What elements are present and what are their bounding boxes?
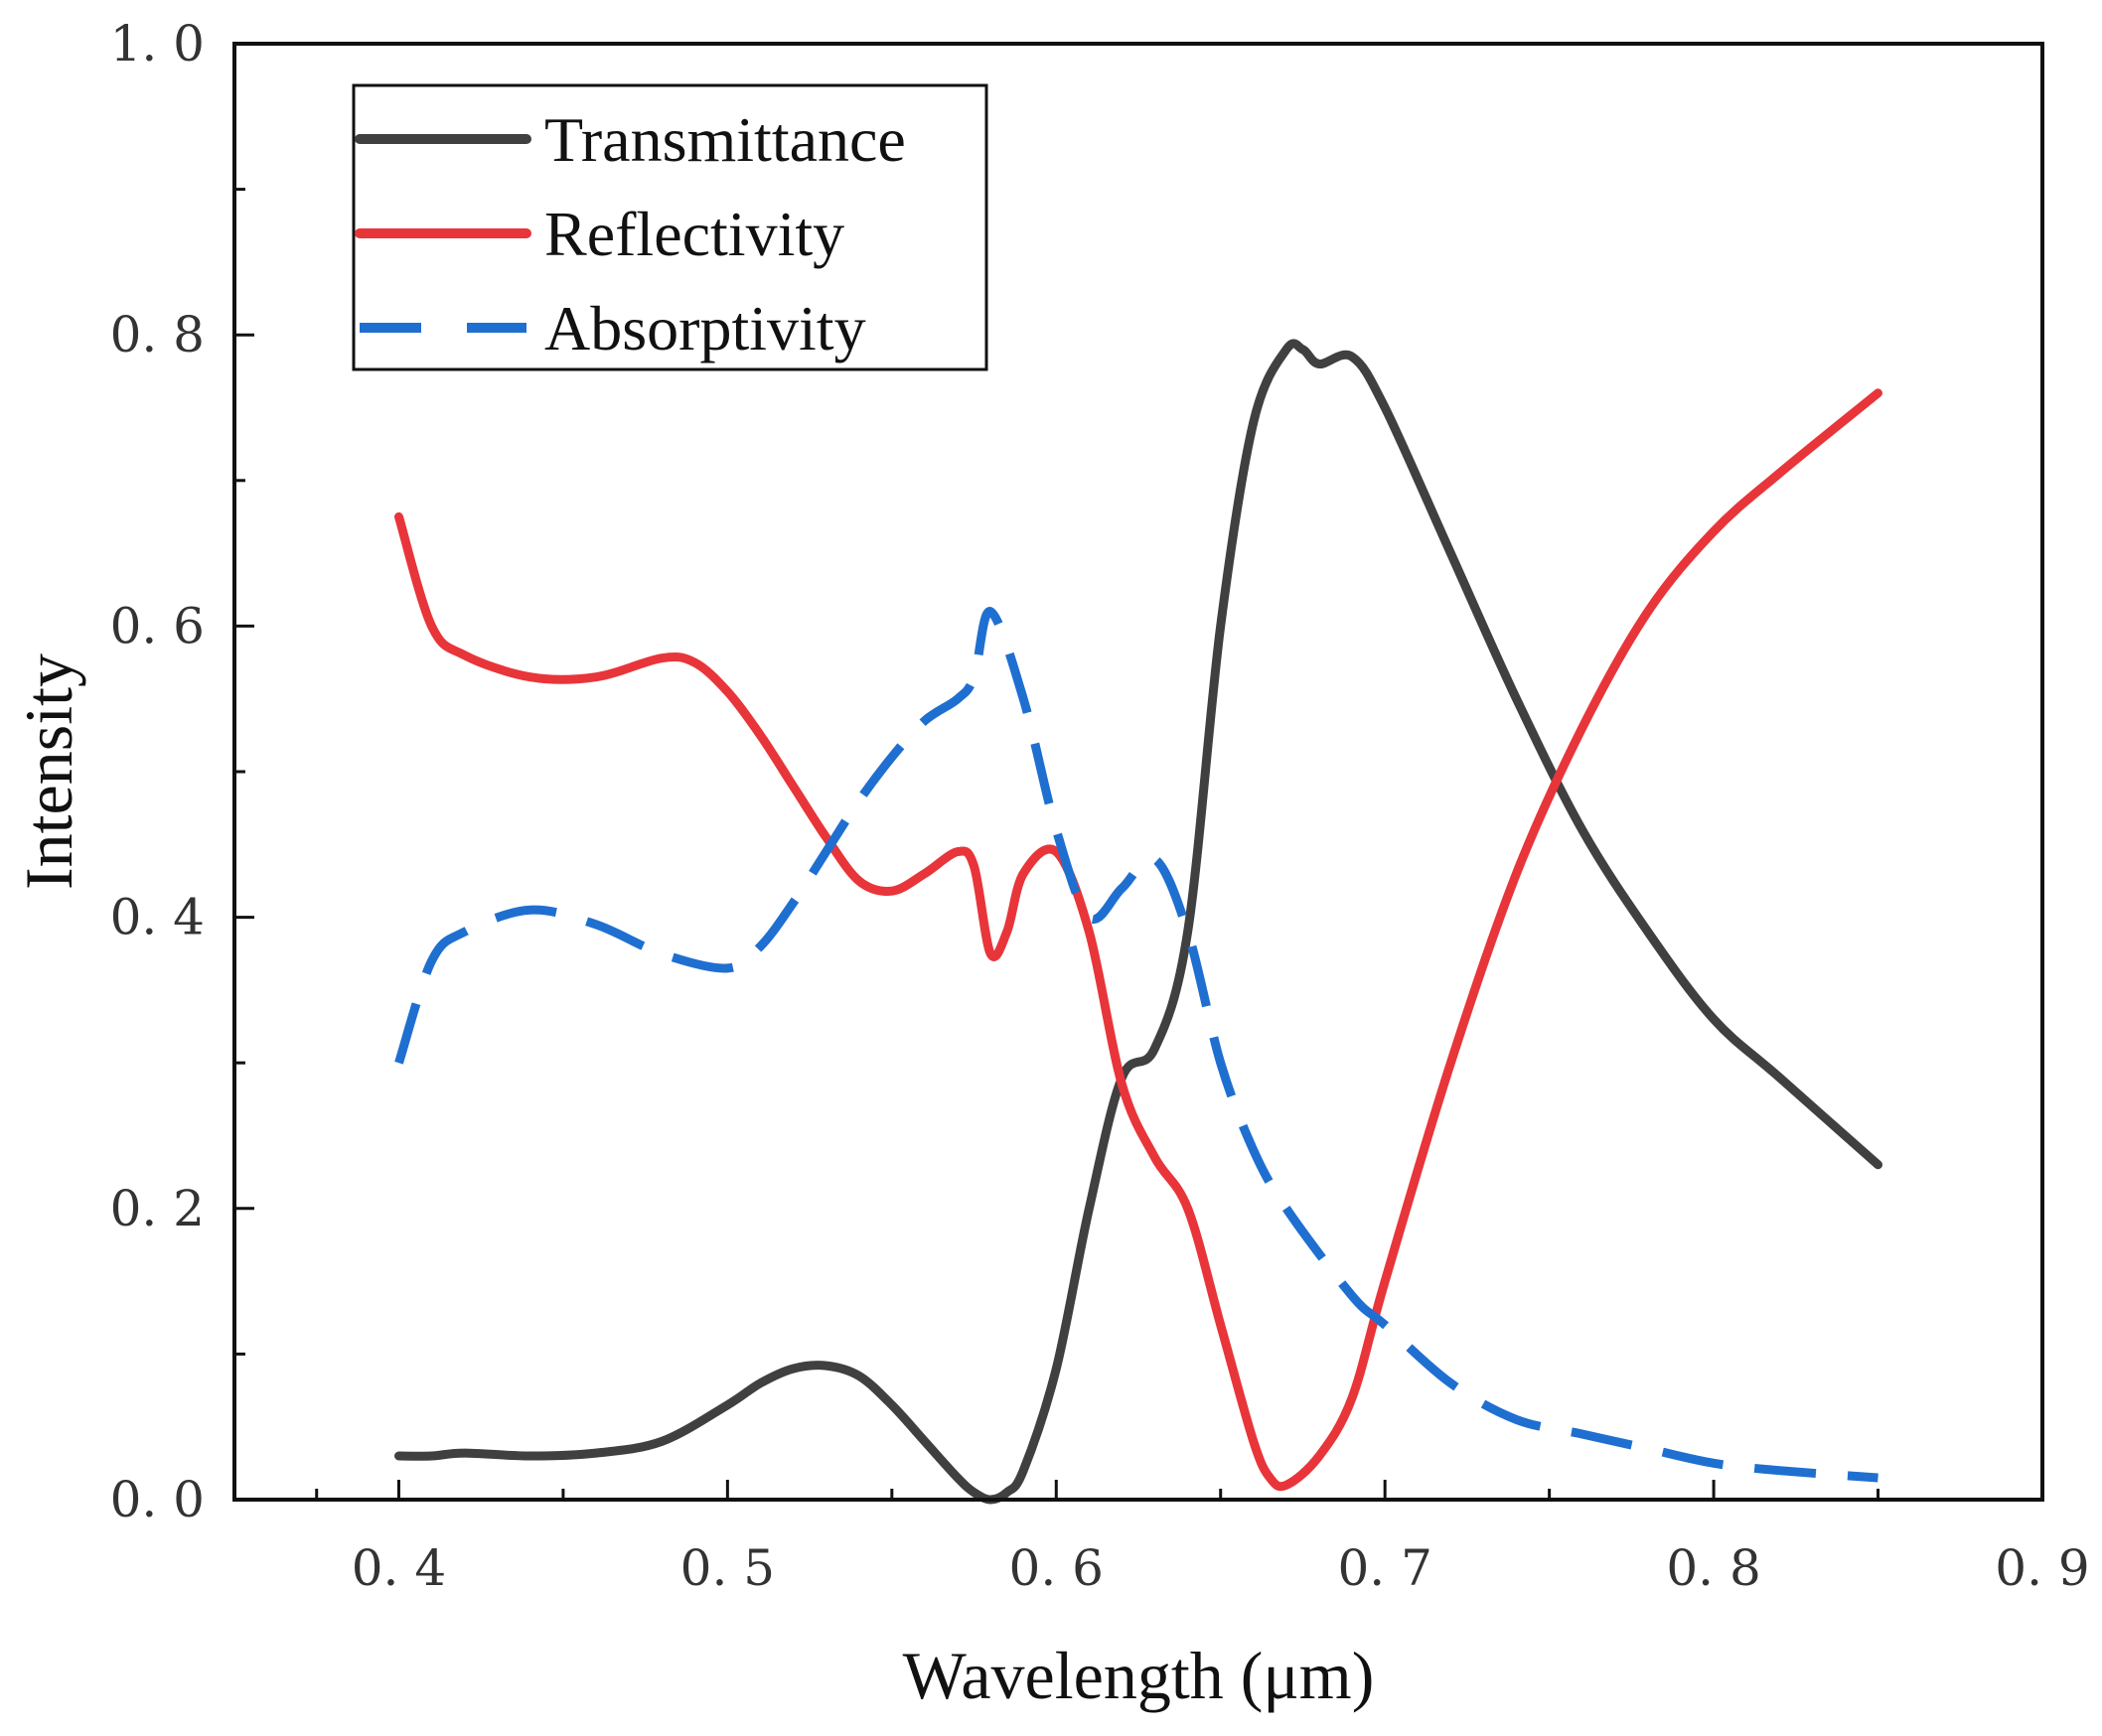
legend-label-absorptivity: Absorptivity xyxy=(544,293,866,363)
legend-label-transmittance: Transmittance xyxy=(544,104,906,175)
legend-entries: Transmittance Reflectivity Absorptivity xyxy=(355,104,906,363)
ticks-layer: 0. 4 0. 5 0. 6 0. 7 0. 8 0. 9 0. 0 0. 2 0. 4 0. 6… xyxy=(110,15,2090,1597)
series-line-reflectivity xyxy=(394,388,1882,1492)
legend-box xyxy=(352,83,988,371)
x-tick-label: 0. 5 xyxy=(680,1539,775,1597)
y-tick-label: 0. 8 xyxy=(110,306,205,363)
x-tick-label: 0. 6 xyxy=(1009,1539,1104,1597)
legend: Transmittance Reflectivity Absorptivity xyxy=(352,83,988,371)
x-tick-label: 0. 9 xyxy=(1995,1539,2089,1597)
y-tick-label: 0. 4 xyxy=(110,889,205,946)
y-tick-label: 0. 2 xyxy=(110,1180,205,1237)
y-tick-label: 1. 0 xyxy=(110,15,205,72)
x-tick-label: 0. 4 xyxy=(352,1539,446,1597)
x-tick-label: 0. 8 xyxy=(1666,1539,1760,1597)
x-axis-title: Wavelength (μm) xyxy=(903,1638,1375,1713)
y-axis-title: Intensity xyxy=(11,653,86,890)
series-line-transmittance xyxy=(394,339,1882,1505)
y-tick-label: 0. 0 xyxy=(110,1471,205,1528)
legend-label-reflectivity: Reflectivity xyxy=(544,199,844,269)
series-layer xyxy=(394,339,1882,1505)
y-tick-label: 0. 6 xyxy=(110,597,205,654)
x-tick-label: 0. 7 xyxy=(1337,1539,1431,1597)
series-line-absorptivity xyxy=(394,607,1878,1483)
